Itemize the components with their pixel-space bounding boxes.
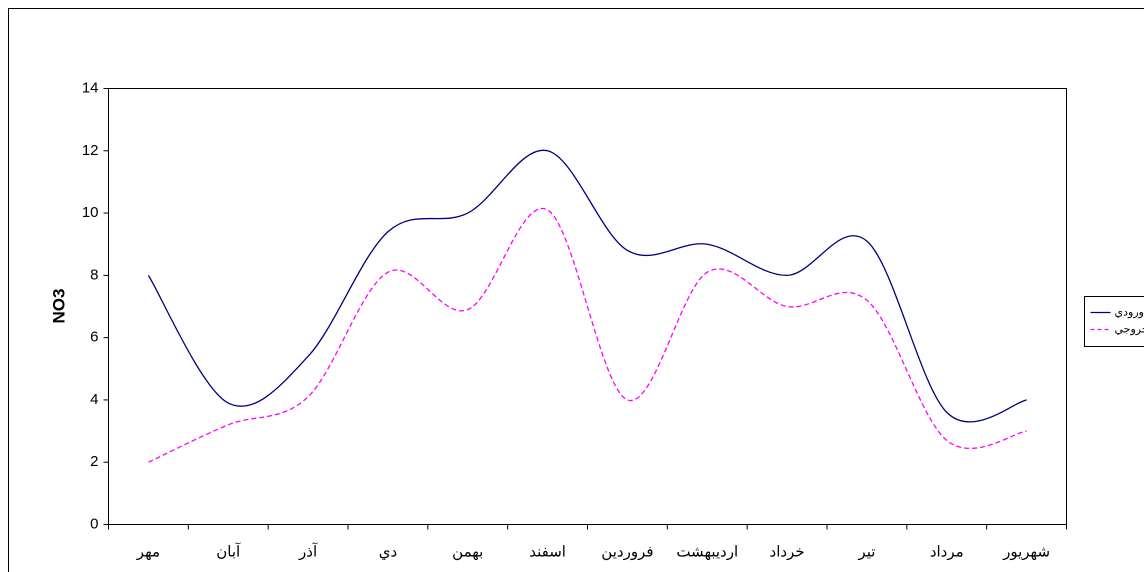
y-tick-label: 6: [90, 329, 98, 346]
legend-label: ورودي: [1115, 306, 1144, 318]
legend-box: [1084, 296, 1144, 347]
x-tick-label: بهمن: [452, 543, 483, 560]
x-tick-label: فروردين: [601, 543, 653, 560]
y-tick-label: 8: [90, 266, 98, 283]
x-tick-label: دي: [379, 543, 397, 560]
x-tick-label: خرداد: [770, 543, 805, 560]
legend-label: خروجي: [1115, 323, 1144, 335]
x-tick-label: آبان: [216, 542, 241, 560]
y-tick-label: 10: [82, 204, 99, 221]
x-tick-label: آذر: [298, 542, 318, 560]
y-tick-label: 12: [82, 142, 99, 159]
y-tick-label: 2: [90, 453, 98, 470]
x-tick-label: مهر: [136, 543, 160, 560]
x-tick-label: تير: [857, 543, 875, 560]
series-line: [147, 149, 1027, 423]
x-tick-label: اسفند: [529, 543, 566, 560]
series-line: [148, 207, 1027, 463]
y-tick-label: 0: [90, 515, 98, 532]
x-tick-label: شهريور: [1002, 543, 1050, 560]
chart-border: [8, 8, 1144, 572]
x-tick-label: مرداد: [930, 543, 964, 560]
x-tick-label: ارديبهشت: [676, 543, 738, 560]
y-tick-label: 4: [90, 391, 98, 408]
y-axis-label: NO3: [49, 289, 68, 324]
y-tick-label: 14: [82, 79, 99, 96]
